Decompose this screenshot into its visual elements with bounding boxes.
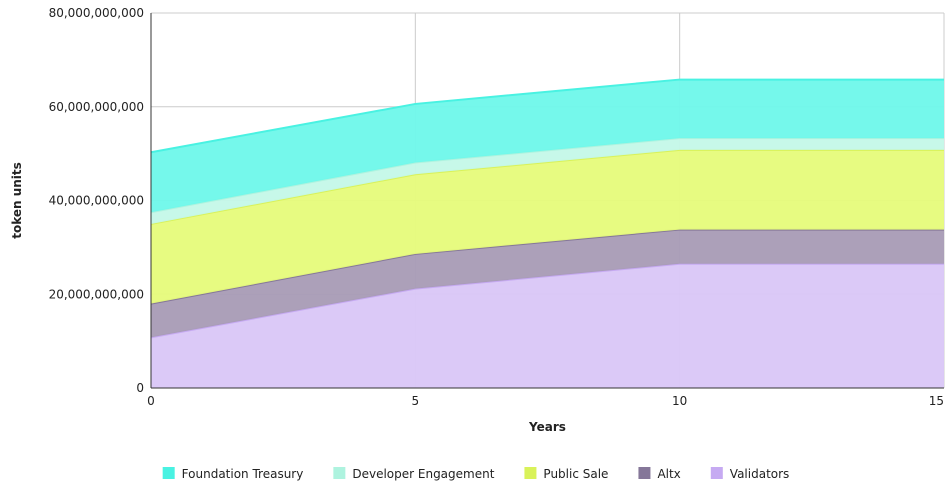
y-tick-label: 60,000,000,000 [49,100,144,114]
legend-label-foundation-treasury: Foundation Treasury [182,467,304,481]
line-altx [150,228,944,305]
line-foundation-treasury [150,78,944,154]
legend-swatch-developer-engagement [333,467,346,479]
y-tick-label: 40,000,000,000 [49,194,144,208]
y-tick-label: 20,000,000,000 [49,287,144,301]
legend-swatch-validators [710,467,723,479]
area-developer-engagement [151,138,944,224]
area-foundation-treasury [151,79,944,213]
y-tick-labels: 0 20,000,000,000 40,000,000,000 60,000,000,… [49,6,144,395]
y-axis-title: token units [10,162,24,239]
x-tick-labels: 0 5 10 15 [147,394,944,408]
axes [150,13,944,389]
y-tick-label: 80,000,000,000 [49,6,144,20]
x-tick-label: 10 [672,394,687,408]
series-areas [150,78,944,388]
x-tick-label: 0 [147,394,155,408]
x-tick-label: 5 [412,394,420,408]
area-validators [151,263,944,388]
legend-label-altx: Altx [657,467,680,481]
area-altx [151,229,944,338]
x-axis-title: Years [528,420,566,434]
legend-swatch-altx [638,467,651,479]
legend-label-developer-engagement: Developer Engagement [352,467,494,481]
legend-label-validators: Validators [730,467,790,481]
legend-swatch-foundation-treasury [162,467,175,479]
area-public-sale [151,149,944,304]
x-tick-label: 15 [929,394,944,408]
legend-label-public-sale: Public Sale [543,467,608,481]
legend-swatch-public-sale [524,467,537,479]
y-tick-label: 0 [136,381,144,395]
legend: Foundation Treasury Developer Engagement P… [162,467,790,481]
